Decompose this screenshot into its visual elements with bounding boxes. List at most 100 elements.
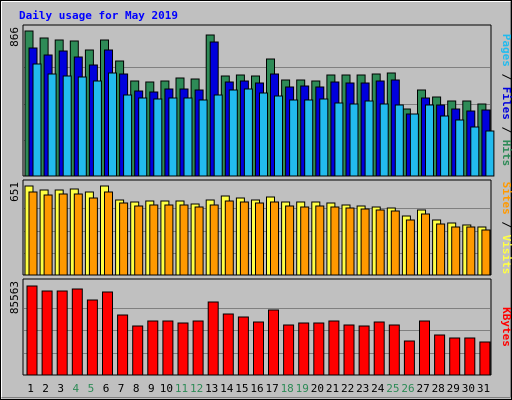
x-tick-label-day-16: 16 [250, 382, 263, 395]
x-tick-label-day-18: 18 [281, 382, 294, 395]
bar-pages-day-13 [213, 94, 223, 177]
bar-sites-day-6 [104, 191, 113, 276]
bar-pages-day-23 [364, 100, 374, 177]
bar-kbytes-day-5 [86, 299, 98, 376]
bar-kbytes-day-25 [388, 324, 400, 376]
bar-sites-day-13 [209, 204, 219, 276]
legend-sites: Sites [500, 182, 512, 215]
bar-sites-day-7 [119, 202, 129, 276]
x-tick-label-day-21: 21 [326, 382, 339, 395]
legend-kbytes: KBytes [500, 307, 512, 347]
x-tick-label-day-30: 30 [462, 382, 475, 395]
bar-pages-day-30 [470, 126, 480, 177]
bar-sites-day-16 [255, 202, 264, 276]
bar-kbytes-day-29 [449, 337, 461, 376]
bar-pages-day-15 [243, 88, 253, 177]
bar-pages-day-24 [379, 103, 389, 177]
bar-pages-day-8 [138, 97, 148, 177]
bar-pages-day-14 [228, 89, 238, 177]
bar-pages-day-5 [92, 80, 102, 177]
bar-kbytes-day-1 [26, 285, 38, 376]
bar-pages-day-9 [153, 98, 163, 177]
legend-visits: Visits [500, 235, 512, 275]
x-tick-label-day-12: 12 [190, 382, 203, 395]
x-tick-label-day-28: 28 [432, 382, 445, 395]
bar-sites-day-27 [421, 213, 430, 276]
bar-sites-day-19 [300, 206, 310, 276]
bar-pages-day-10 [168, 97, 178, 177]
x-tick-label-day-11: 11 [175, 382, 188, 395]
x-tick-label-day-22: 22 [341, 382, 354, 395]
x-tick-label-day-31: 31 [477, 382, 490, 395]
bar-pages-day-21 [334, 102, 344, 177]
bar-pages-day-4 [77, 76, 87, 177]
x-tick-label-day-19: 19 [296, 382, 309, 395]
bar-pages-day-3 [62, 75, 72, 177]
legend-kbytes: KBytes [500, 307, 512, 347]
x-tick-label-day-15: 15 [235, 382, 248, 395]
bar-kbytes-day-8 [132, 325, 144, 376]
bar-sites-day-21 [330, 206, 340, 276]
bar-sites-day-5 [88, 197, 98, 276]
x-tick-label-day-3: 3 [57, 382, 64, 395]
panels-layer: 866 651 85563 Pages / Files / Hits Sites / V… [8, 24, 512, 376]
bar-sites-day-28 [436, 223, 446, 276]
bar-sites-day-25 [390, 210, 400, 276]
bar-kbytes-day-9 [147, 320, 159, 376]
bar-kbytes-day-22 [343, 324, 355, 376]
x-tick-label-day-9: 9 [148, 382, 155, 395]
bar-pages-day-31 [485, 130, 495, 177]
bar-sites-day-23 [360, 208, 370, 276]
panel-kbytes-max-label: 85563 [8, 281, 21, 314]
x-axis-day-labels: 1 2 3 4 5 6 7 8 9 10 11 12 13 14 15 16 17 18 19 20 21 22 23 24 2… [27, 382, 490, 395]
bar-kbytes-day-2 [41, 290, 53, 376]
x-tick-label-day-1: 1 [27, 382, 34, 395]
chart-title: Daily usage for May 2019 [19, 9, 178, 22]
bar-sites-day-11 [179, 204, 189, 276]
x-tick-label-day-6: 6 [103, 382, 110, 395]
bar-kbytes-day-20 [313, 322, 325, 376]
bar-sites-day-26 [405, 219, 415, 276]
bar-kbytes-day-26 [403, 340, 415, 376]
bar-kbytes-day-16 [253, 321, 264, 376]
bar-kbytes-day-30 [464, 337, 476, 376]
legend-hits: Pages / Files / Hits [500, 34, 512, 167]
legend-files: Files [500, 87, 512, 120]
bar-sites-day-24 [375, 209, 385, 276]
x-tick-label-day-5: 5 [88, 382, 95, 395]
x-tick-label-day-13: 13 [205, 382, 218, 395]
bar-kbytes-day-10 [162, 320, 174, 376]
bar-sites-day-1 [28, 191, 38, 276]
bar-pages-day-19 [304, 99, 314, 177]
panel-hits: 866 [8, 24, 495, 177]
bar-sites-day-10 [164, 204, 174, 276]
x-tick-label-day-8: 8 [133, 382, 140, 395]
bar-sites-day-15 [239, 201, 249, 276]
bar-sites-day-22 [345, 207, 355, 276]
bar-pages-day-29 [455, 119, 465, 177]
bar-pages-day-18 [289, 99, 299, 177]
series-kbytes [26, 285, 491, 376]
x-tick-label-day-27: 27 [416, 382, 429, 395]
bar-sites-day-2 [43, 194, 53, 276]
bar-pages-day-2 [47, 73, 57, 177]
bar-sites-day-3 [58, 193, 68, 276]
bar-sites-day-17 [270, 201, 279, 276]
bar-sites-day-31 [481, 229, 491, 276]
legend-separator: / [500, 120, 512, 140]
x-tick-label-day-26: 26 [401, 382, 414, 395]
series-sites [28, 191, 491, 276]
bar-kbytes-day-27 [419, 320, 430, 376]
bar-pages-day-28 [440, 115, 450, 177]
bar-pages-day-7 [123, 94, 133, 177]
series-pages [32, 63, 495, 177]
legend-visits: Sites / Visits [500, 182, 512, 275]
legend-separator: / [500, 215, 512, 235]
legend-separator: / [500, 67, 512, 87]
bar-sites-day-12 [194, 206, 204, 276]
x-tick-label-day-2: 2 [42, 382, 49, 395]
x-tick-label-day-25: 25 [386, 382, 399, 395]
x-tick-label-day-14: 14 [220, 382, 234, 395]
legend-pages: Pages [500, 34, 512, 67]
